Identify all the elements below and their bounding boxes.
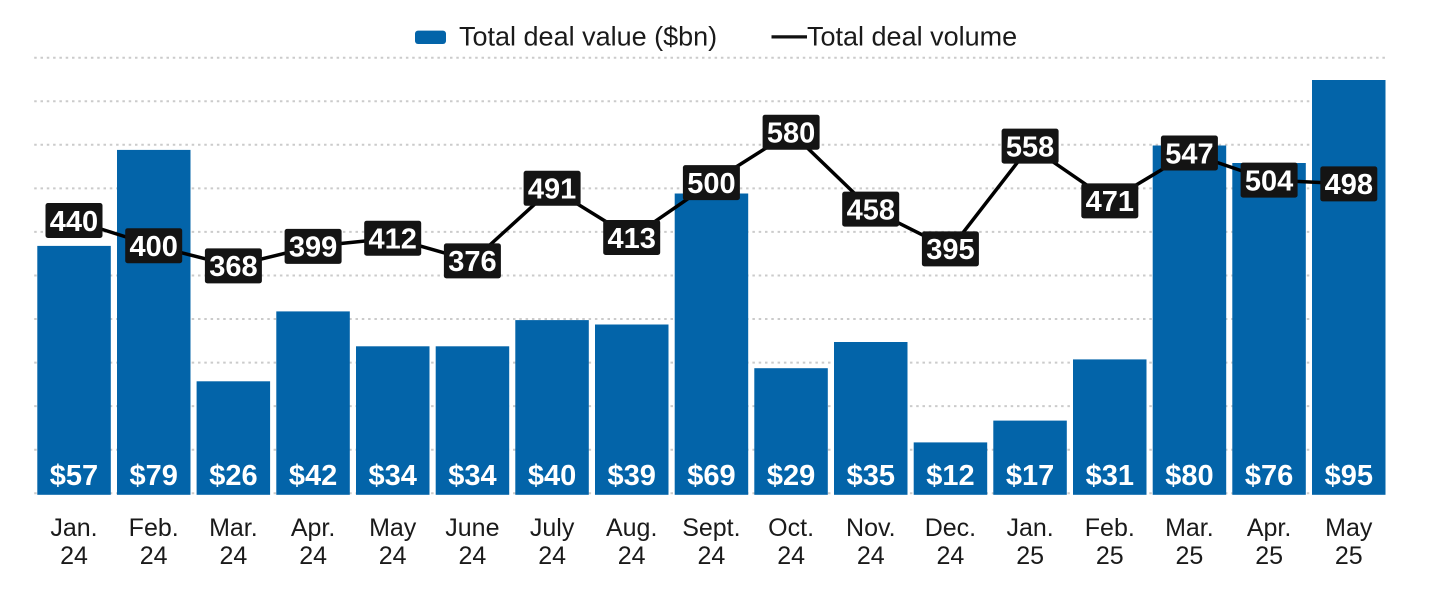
svg-text:504: 504 bbox=[1245, 165, 1293, 197]
svg-text:$35: $35 bbox=[847, 460, 895, 492]
svg-text:Nov.: Nov. bbox=[846, 514, 896, 542]
svg-text:Oct.: Oct. bbox=[768, 514, 814, 542]
svg-text:$79: $79 bbox=[130, 460, 178, 492]
svg-text:471: 471 bbox=[1086, 186, 1134, 218]
svg-text:376: 376 bbox=[448, 246, 496, 278]
svg-text:$12: $12 bbox=[926, 460, 974, 492]
svg-text:458: 458 bbox=[847, 194, 895, 226]
svg-text:Aug.: Aug. bbox=[606, 514, 657, 542]
svg-text:491: 491 bbox=[528, 174, 576, 206]
svg-text:558: 558 bbox=[1006, 131, 1054, 163]
svg-text:24: 24 bbox=[777, 542, 805, 570]
svg-text:May: May bbox=[1325, 514, 1373, 542]
svg-text:547: 547 bbox=[1165, 138, 1213, 170]
svg-text:24: 24 bbox=[857, 542, 885, 570]
svg-text:$17: $17 bbox=[1006, 460, 1054, 492]
svg-text:$39: $39 bbox=[608, 460, 656, 492]
svg-text:24: 24 bbox=[299, 542, 327, 570]
svg-text:$80: $80 bbox=[1165, 460, 1213, 492]
svg-text:Feb.: Feb. bbox=[129, 514, 179, 542]
svg-text:Apr.: Apr. bbox=[1247, 514, 1291, 542]
svg-text:440: 440 bbox=[50, 206, 98, 238]
svg-text:395: 395 bbox=[926, 234, 974, 266]
svg-text:24: 24 bbox=[458, 542, 486, 570]
svg-text:24: 24 bbox=[379, 542, 407, 570]
svg-text:Dec.: Dec. bbox=[925, 514, 976, 542]
svg-text:$76: $76 bbox=[1245, 460, 1293, 492]
svg-text:$95: $95 bbox=[1325, 460, 1373, 492]
svg-text:368: 368 bbox=[209, 251, 257, 283]
svg-text:Jan.: Jan. bbox=[50, 514, 97, 542]
svg-text:Sept.: Sept. bbox=[682, 514, 740, 542]
svg-text:June: June bbox=[445, 514, 499, 542]
svg-text:25: 25 bbox=[1096, 542, 1124, 570]
svg-text:24: 24 bbox=[618, 542, 646, 570]
svg-text:25: 25 bbox=[1255, 542, 1283, 570]
svg-text:$31: $31 bbox=[1086, 460, 1134, 492]
svg-text:25: 25 bbox=[1335, 542, 1363, 570]
svg-text:July: July bbox=[530, 514, 575, 542]
svg-text:Mar.: Mar. bbox=[1165, 514, 1214, 542]
svg-text:Total deal volume: Total deal volume bbox=[807, 22, 1017, 52]
svg-text:$42: $42 bbox=[289, 460, 337, 492]
svg-text:24: 24 bbox=[936, 542, 964, 570]
svg-text:$69: $69 bbox=[687, 460, 735, 492]
svg-text:24: 24 bbox=[60, 542, 88, 570]
svg-text:500: 500 bbox=[687, 168, 735, 200]
svg-text:Feb.: Feb. bbox=[1085, 514, 1135, 542]
svg-text:Mar.: Mar. bbox=[209, 514, 258, 542]
svg-text:498: 498 bbox=[1325, 169, 1373, 201]
svg-text:412: 412 bbox=[369, 224, 417, 256]
svg-text:24: 24 bbox=[538, 542, 566, 570]
svg-text:$40: $40 bbox=[528, 460, 576, 492]
svg-text:25: 25 bbox=[1016, 542, 1044, 570]
svg-text:Jan.: Jan. bbox=[1006, 514, 1053, 542]
svg-text:400: 400 bbox=[130, 231, 178, 263]
svg-text:25: 25 bbox=[1175, 542, 1203, 570]
svg-text:580: 580 bbox=[767, 118, 815, 150]
svg-text:24: 24 bbox=[140, 542, 168, 570]
svg-text:24: 24 bbox=[219, 542, 247, 570]
svg-text:$57: $57 bbox=[50, 460, 98, 492]
svg-text:$29: $29 bbox=[767, 460, 815, 492]
svg-text:Apr.: Apr. bbox=[291, 514, 335, 542]
svg-text:$34: $34 bbox=[369, 460, 417, 492]
svg-text:May: May bbox=[369, 514, 417, 542]
svg-text:399: 399 bbox=[289, 232, 337, 264]
svg-text:413: 413 bbox=[608, 223, 656, 255]
svg-text:Total deal value ($bn): Total deal value ($bn) bbox=[459, 22, 717, 52]
svg-text:$26: $26 bbox=[209, 460, 257, 492]
svg-text:24: 24 bbox=[697, 542, 725, 570]
svg-text:$34: $34 bbox=[448, 460, 496, 492]
